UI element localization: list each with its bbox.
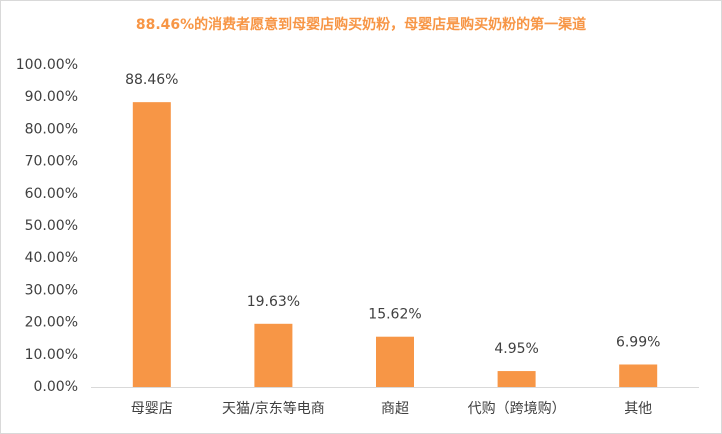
data-label: 6.99%	[616, 334, 660, 350]
bar	[254, 323, 293, 387]
y-tick-label: 0.00%	[34, 379, 78, 395]
x-tick-label: 代购（跨境购）	[468, 401, 566, 417]
bar	[376, 336, 414, 387]
x-tick-label: 母婴店	[131, 401, 173, 417]
y-tick-label: 40.00%	[25, 250, 78, 266]
y-tick-label: 90.00%	[25, 89, 78, 105]
y-tick-label: 10.00%	[25, 347, 78, 363]
y-tick-label: 30.00%	[25, 282, 78, 298]
x-tick-label: 商超	[381, 401, 409, 417]
y-tick-label: 20.00%	[25, 315, 78, 331]
chart-title: 88.46%的消费者愿意到母婴店购买奶粉，母婴店是购买奶粉的第一渠道	[136, 16, 586, 33]
data-label: 15.62%	[368, 307, 421, 323]
y-tick-label: 50.00%	[25, 218, 78, 234]
data-label: 88.46%	[125, 72, 178, 88]
y-tick-label: 80.00%	[25, 121, 78, 137]
x-tick-label: 天猫/京东等电商	[222, 400, 325, 417]
y-tick-label: 60.00%	[25, 186, 78, 202]
bar	[132, 102, 171, 387]
bar	[497, 371, 536, 387]
y-tick-label: 100.00%	[16, 57, 78, 73]
data-label: 4.95%	[494, 341, 538, 357]
y-tick-label: 70.00%	[25, 154, 78, 170]
x-tick-label: 其他	[624, 401, 652, 417]
bar	[619, 364, 658, 387]
data-label: 19.63%	[247, 294, 300, 310]
